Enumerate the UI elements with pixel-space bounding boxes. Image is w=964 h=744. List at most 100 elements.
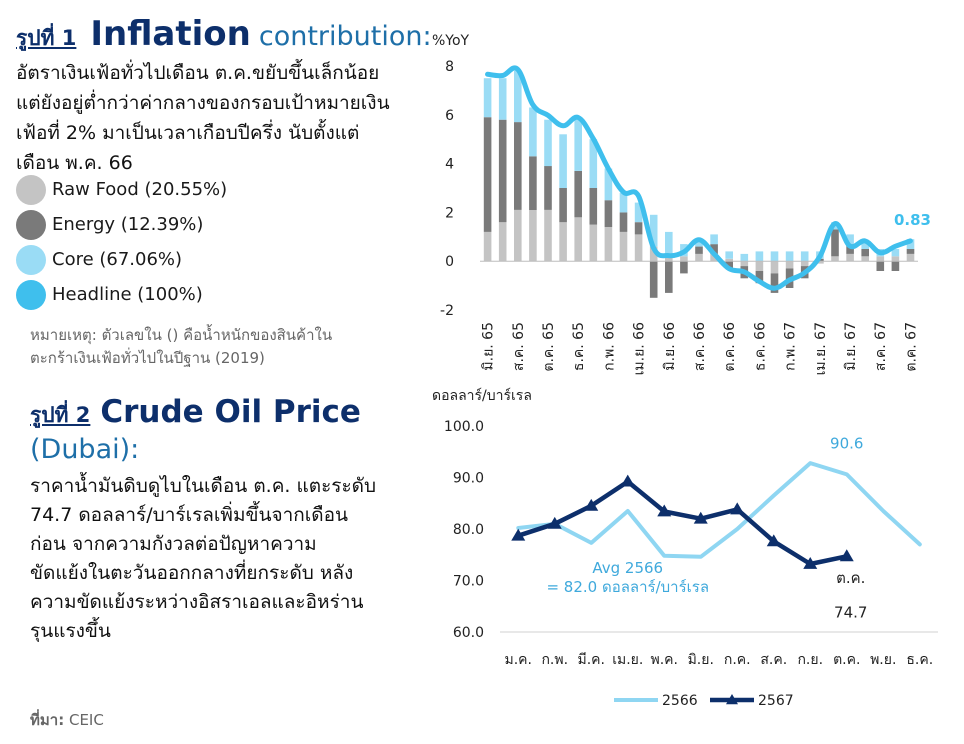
chart2-annotation-oct-value: 74.7 [834, 604, 867, 622]
chart1-bar-segment [544, 166, 552, 210]
figure1-description-line: อัตราเงินเฟ้อทั่วไปเดือน ต.ค.ขยับขึ้นเล็… [16, 62, 380, 84]
figure1-title-bold: Inflation [90, 14, 251, 54]
chart2-y-tick-label: 70.0 [453, 574, 484, 590]
figure1-description-line: แต่ยังอยู่ต่ำกว่าค่ากลางของกรอบเป้าหมายเ… [16, 92, 390, 114]
chart2-x-tick-label: พ.ย. [870, 652, 896, 668]
chart1-bar-segment [755, 261, 764, 271]
figure2-description: ราคาน้ำมันดิบดูไบในเดือน ต.ค. แตะระดับ 7… [30, 472, 410, 646]
chart1-y-tick-label: 0 [445, 254, 454, 270]
source-value: CEIC [68, 711, 104, 729]
chart1-bar-segment [634, 234, 643, 262]
chart1-bar-segment [800, 261, 809, 267]
chart1-bar-segment [861, 256, 869, 262]
chart1-bar-segment [574, 217, 582, 262]
figure1-header: รูปที่ 1 Inflation contribution: [16, 14, 432, 55]
note-line: หมายเหตุ: ตัวเลขใน () คือน้ำหนักของสินค้… [30, 326, 333, 344]
chart2-series-line-2566 [516, 461, 922, 559]
figure1-description-line: เดือน พ.ค. 66 [16, 152, 133, 174]
chart1-bar-segment [906, 239, 915, 249]
chart2-y-tick-label: 90.0 [453, 471, 484, 487]
figure2-description-line: ความขัดแย้งระหว่างอิสราเอลและอิหร่าน [30, 591, 364, 613]
chart1-bar-segment [785, 251, 794, 262]
chart1-bar-segment [619, 192, 628, 213]
chart1-y-tick-label: -2 [440, 303, 454, 319]
chart1-bar-segment [710, 244, 718, 254]
crude-oil-price-chart: ดอลลาร์/บาร์เรล 100.0 90.0 80.0 70.0 60.0 ม.ค.… [432, 387, 938, 709]
chart2-x-tick-label: พ.ค. [651, 652, 679, 668]
source-note: ที่มา: CEIC [30, 708, 104, 732]
chart2-triangle-marker [547, 516, 562, 529]
chart1-bar-segment [604, 200, 613, 227]
chart1-bar-segment [846, 244, 854, 254]
inflation-contribution-chart: %YoY 8 6 4 2 0 -2 0.83 มิ.ย. 65 ส.ค. 65 ต.ค. 65 ธ.ค… [432, 33, 931, 375]
figure2-description-line: รุนแรงขึ้น [30, 620, 111, 642]
figure2-description-line: ก่อน จากความกังวลต่อปัญหาความ [30, 533, 317, 555]
chart2-x-tick-label: มิ.ย. [688, 652, 714, 668]
chart1-x-tick-label: ส.ค. 67 [873, 322, 889, 371]
headline-swatch-icon [16, 279, 46, 310]
chart1-bar-segment [619, 212, 628, 232]
chart1-bar-segment [498, 222, 507, 262]
chart2-triangle-marker [584, 498, 599, 511]
source-prefix: ที่มา: [30, 711, 65, 729]
chart2-triangle-marker [511, 528, 526, 541]
chart1-bar-segment [498, 119, 507, 223]
legend-label: Headline (100%) [52, 284, 203, 305]
chart1-bar-segment [695, 239, 703, 247]
chart1-bar-segment [695, 246, 703, 254]
chart1-bar-segment [483, 117, 492, 232]
raw-food-swatch-icon [16, 174, 46, 205]
chart1-bar-segment [695, 253, 703, 262]
chart1-bar-segment [649, 214, 658, 247]
chart1-bar-segment [755, 251, 764, 262]
chart1-x-tick-label: ธ.ค. 66 [752, 322, 768, 371]
chart1-y-tick-label: 4 [445, 157, 454, 173]
chart2-annotation-avg-line1: Avg 2566 [592, 559, 663, 577]
chart2-x-tick-label: ส.ค. [760, 652, 787, 668]
chart1-x-tick-label: ต.ค. 65 [541, 322, 557, 372]
legend-label: Energy (12.39%) [52, 214, 204, 235]
chart1-bar-segment [725, 261, 733, 269]
chart2-triangle-marker [693, 511, 708, 524]
chart1-bar-segment [634, 222, 643, 235]
chart1-bar-segment [680, 256, 688, 262]
chart1-bar-segment [846, 234, 854, 245]
chart1-bar-segment [544, 119, 552, 167]
chart1-bar-segment [680, 261, 688, 274]
chart2-legend-marker [726, 694, 738, 705]
chart1-bar-segment [906, 249, 915, 254]
chart1-headline-annotation: 0.83 [894, 211, 931, 229]
chart1-bar-segment [770, 261, 779, 274]
chart2-legend-label-2567: 2567 [758, 693, 794, 709]
chart1-bar-segment [589, 188, 598, 225]
chart1-x-tick-label: ต.ค. 66 [722, 322, 738, 372]
chart2-y-tick-label: 60.0 [453, 625, 484, 641]
chart1-bar-segment [589, 224, 598, 262]
chart1-headline-line [485, 65, 913, 291]
chart2-x-tick-label: ก.ค. [724, 652, 751, 668]
chart1-bar-segment [574, 170, 582, 218]
chart1-bar-segment [529, 107, 537, 157]
chart1-bar-segment [770, 251, 779, 262]
chart1-bar-segment [725, 251, 733, 259]
legend-label: Core (67.06%) [52, 249, 183, 270]
chart1-x-tick-label: ธ.ค. 65 [571, 322, 587, 371]
core-swatch-icon [16, 244, 46, 275]
chart1-bar-segment [710, 253, 718, 262]
chart2-annotation-peak: 90.6 [830, 434, 863, 452]
chart1-x-tick-label: ก.พ. 66 [601, 322, 617, 371]
chart2-x-tick-label: ต.ค. [833, 652, 860, 668]
figure2-header: รูปที่ 2 Crude Oil Price [30, 394, 361, 432]
chart1-y-tick-label: 8 [445, 59, 454, 75]
chart1-bar-segment [755, 271, 764, 284]
chart2-x-tick-label: เม.ย. [612, 652, 643, 668]
chart1-x-tick-label: มิ.ย. 65 [481, 322, 497, 371]
chart1-bar-segment [710, 234, 718, 245]
chart2-triangle-marker [657, 504, 672, 517]
figure2-description-line: ราคาน้ำมันดิบดูไบในเดือน ต.ค. แตะระดับ [30, 475, 377, 497]
chart1-bar-segment [559, 188, 567, 223]
chart1-bar-segment [861, 249, 869, 257]
chart1-bar-segment [861, 241, 869, 249]
chart1-x-tick-label: เม.ย. 67 [813, 322, 829, 375]
figure1-legend: Raw Food (20.55%) Energy (12.39%) Core (… [16, 172, 227, 312]
